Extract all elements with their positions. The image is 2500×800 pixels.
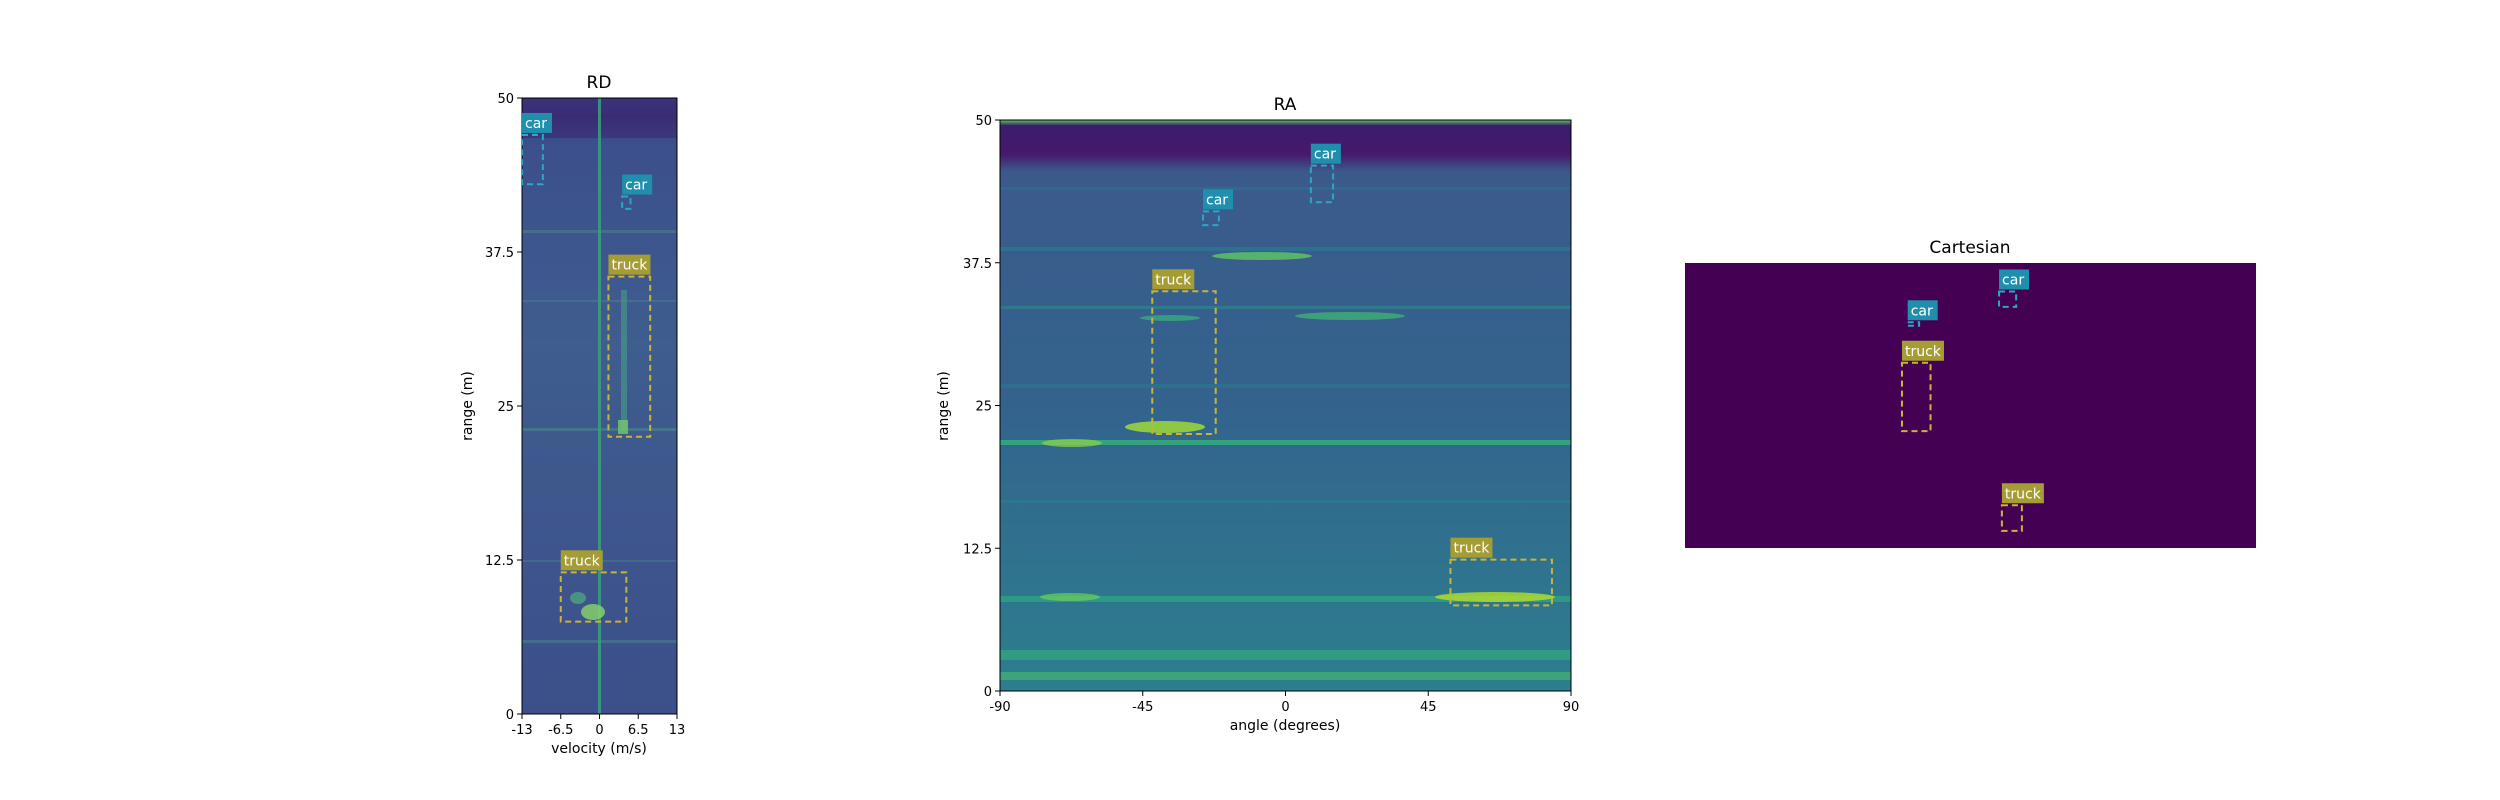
cartesian-bbox-label: truck — [1905, 344, 1942, 360]
cartesian-bbox-label-bg — [1999, 269, 2030, 290]
ra-ytick-label: 50 — [975, 114, 992, 129]
rd-ticks: -13 -6.5 0 6.5 13 0 12.5 25 37.5 50 — [485, 92, 685, 738]
rd-ytick-label: 12.5 — [485, 554, 514, 569]
ra-ticks: -90 -45 0 45 90 0 12.5 25 37.5 50 — [963, 114, 1579, 715]
rd-bbox-label-bg — [608, 254, 651, 275]
cartesian-panel: Cartesian car car truck truck — [1685, 238, 2256, 548]
ra-xtick-label: 45 — [1420, 700, 1437, 715]
ra-bbox-truck — [1151, 290, 1217, 436]
cartesian-bbox-label: car — [2002, 273, 2024, 289]
ra-ytick-label: 0 — [984, 685, 992, 700]
rd-truck-signal — [570, 290, 628, 620]
ra-xtick-label: 90 — [1563, 700, 1580, 715]
cartesian-bbox-label: car — [1911, 303, 1933, 319]
rd-bbox-label: car — [525, 116, 547, 132]
rd-ytick-label: 37.5 — [485, 246, 514, 261]
rd-annotations: car car truck truck — [521, 112, 653, 623]
cartesian-title: Cartesian — [1929, 238, 2010, 258]
rd-bbox-label-bg — [622, 174, 653, 195]
rd-bbox-car — [621, 195, 632, 210]
cartesian-bbox-label: truck — [2005, 486, 2042, 502]
cartesian-bbox-label-bg — [1901, 340, 1944, 361]
ra-bbox-label-bg — [1450, 537, 1493, 558]
rd-ytick-label: 50 — [497, 92, 514, 107]
ra-heatmap-texture — [1000, 187, 1571, 680]
ra-ylabel: range (m) — [936, 371, 952, 441]
ra-panel: RA -90 -45 0 45 90 0 12.5 25 37.5 50 angle (degre… — [936, 95, 1579, 734]
ra-bbox-label: car — [1314, 147, 1336, 163]
ra-bbox-label: car — [1206, 192, 1228, 208]
ra-ytick-label: 37.5 — [963, 257, 992, 272]
ra-bbox-car — [1309, 164, 1335, 204]
cartesian-bbox-car — [1998, 290, 2018, 308]
rd-title: RD — [587, 73, 612, 93]
ra-bbox-label-bg — [1310, 143, 1341, 164]
ra-bbox-car — [1202, 210, 1220, 227]
ra-ytick-label: 12.5 — [963, 542, 992, 557]
rd-panel: RD -13 -6.5 0 6.5 13 0 12.5 25 37.5 50 velocity (… — [460, 73, 685, 757]
rd-bbox-car — [521, 133, 544, 186]
rd-xlabel: velocity (m/s) — [551, 741, 647, 757]
ra-xtick-label: 0 — [1281, 700, 1289, 715]
rd-bbox-label: car — [625, 178, 647, 194]
rd-xtick-label: -6.5 — [548, 723, 573, 738]
rd-zero-doppler-line — [598, 98, 601, 714]
ra-xlabel: angle (degrees) — [1230, 718, 1341, 734]
rd-bbox-label-bg — [560, 550, 603, 571]
cartesian-bbox-truck — [1900, 361, 1932, 433]
rd-bbox-label: truck — [564, 553, 601, 569]
rd-bbox-truck — [559, 571, 628, 623]
cartesian-bbox-label-bg — [2001, 483, 2044, 504]
ra-xtick-label: -45 — [1132, 700, 1153, 715]
ra-bbox-label-bg — [1152, 269, 1195, 290]
rd-ylabel: range (m) — [460, 371, 476, 441]
rd-bbox-label-bg — [522, 112, 552, 133]
cartesian-bbox-label-bg — [1907, 300, 1938, 321]
cartesian-annotations: car car truck truck — [1900, 269, 2044, 532]
rd-ytick-label: 0 — [506, 708, 514, 723]
ra-bbox-truck — [1449, 558, 1553, 607]
ra-bbox-label: truck — [1453, 541, 1490, 557]
ra-xtick-label: -90 — [989, 700, 1010, 715]
ra-title: RA — [1274, 95, 1297, 115]
rd-ytick-label: 25 — [497, 400, 514, 415]
cartesian-bbox-truck — [2000, 504, 2023, 532]
rd-xtick-label: 13 — [669, 723, 686, 738]
rd-bbox-label: truck — [611, 258, 648, 274]
rd-xtick-label: 6.5 — [628, 723, 649, 738]
cartesian-bbox-car — [1906, 321, 1921, 327]
ra-bbox-label-bg — [1203, 189, 1234, 210]
ra-ytick-label: 25 — [975, 400, 992, 415]
ra-bbox-label: truck — [1155, 272, 1192, 288]
ra-annotations: car car truck truck — [1151, 143, 1553, 607]
rd-bbox-truck — [607, 275, 652, 438]
rd-xtick-label: 0 — [595, 723, 603, 738]
cartesian-heatmap — [1685, 263, 2256, 548]
rd-xtick-label: -13 — [511, 723, 532, 738]
